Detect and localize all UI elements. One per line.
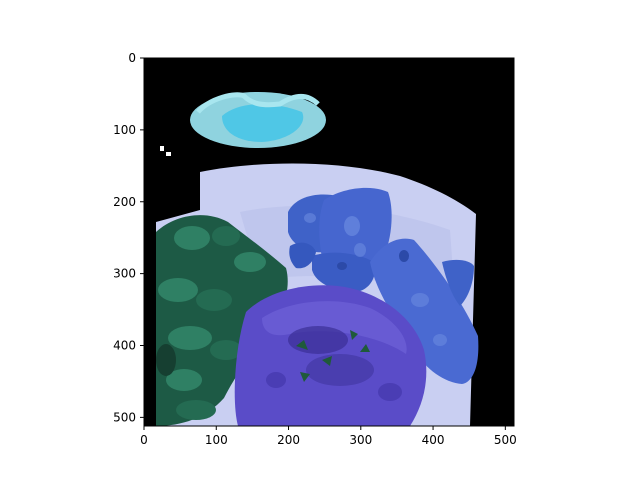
- x-tick-label: 300: [349, 433, 372, 447]
- x-tick-label: 200: [277, 433, 300, 447]
- x-tick-label: 0: [140, 433, 148, 447]
- speck: [166, 152, 171, 156]
- y-tick-label: 500: [113, 410, 136, 424]
- x-tick-label: 100: [205, 433, 228, 447]
- x-tick-label: 500: [494, 433, 517, 447]
- x-axis: 0 100 200 300 400 500: [140, 426, 517, 447]
- y-tick-label: 0: [128, 51, 136, 65]
- y-tick-label: 300: [113, 267, 136, 281]
- axes-frame: [143, 57, 515, 427]
- y-tick-label: 100: [113, 123, 136, 137]
- bread-toasts: [288, 187, 479, 384]
- y-tick-label: 200: [113, 195, 136, 209]
- y-axis: 0 100 200 300 400 500: [113, 51, 144, 424]
- image-area: [144, 58, 514, 426]
- speck: [160, 146, 164, 151]
- herb-leaves: [156, 215, 288, 426]
- bowl-rim-highlight: [196, 92, 320, 114]
- tartare-patty: [234, 285, 427, 426]
- y-tick-label: 400: [113, 339, 136, 353]
- x-tick-label: 400: [422, 433, 445, 447]
- bowl-inner: [222, 104, 304, 142]
